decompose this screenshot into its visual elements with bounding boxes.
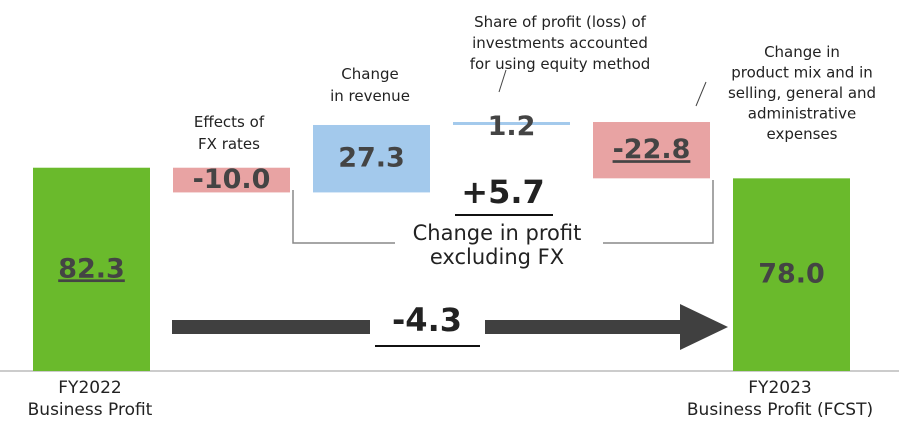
bar: [173, 167, 290, 193]
bar: [453, 122, 570, 125]
bracket-right: [603, 180, 714, 244]
annotation: +5.7: [461, 173, 545, 211]
bar: [733, 178, 850, 371]
pointer-line: [498, 69, 507, 93]
value-label: 1.2: [488, 111, 536, 142]
category-label: Change in revenue: [330, 65, 410, 105]
value-label: 78.0: [758, 258, 825, 289]
category-label: FY2022 Business Profit: [28, 378, 153, 420]
value-label: 82.3: [58, 253, 125, 284]
pointer-line: [695, 81, 707, 107]
category-label: Change in product mix and in selling, gene…: [728, 43, 876, 143]
annotation: -4.3: [392, 301, 462, 339]
arrow-head: [680, 304, 728, 350]
value-label: -10.0: [193, 164, 271, 195]
category-label: Effects of FX rates: [194, 113, 265, 153]
category-label: FY2023 Business Profit (FCST): [687, 378, 873, 420]
value-label: 27.3: [338, 142, 405, 173]
value-label: -22.8: [613, 134, 691, 165]
bar: [313, 124, 430, 193]
bar: [33, 167, 150, 371]
arrow-body: [172, 320, 370, 334]
annotation: Change in profit excluding FX: [413, 221, 582, 269]
bracket-left: [292, 190, 395, 244]
bar: [593, 122, 710, 179]
category-label: Share of profit (loss) of investments acc…: [470, 13, 651, 73]
arrow-body: [485, 320, 682, 334]
